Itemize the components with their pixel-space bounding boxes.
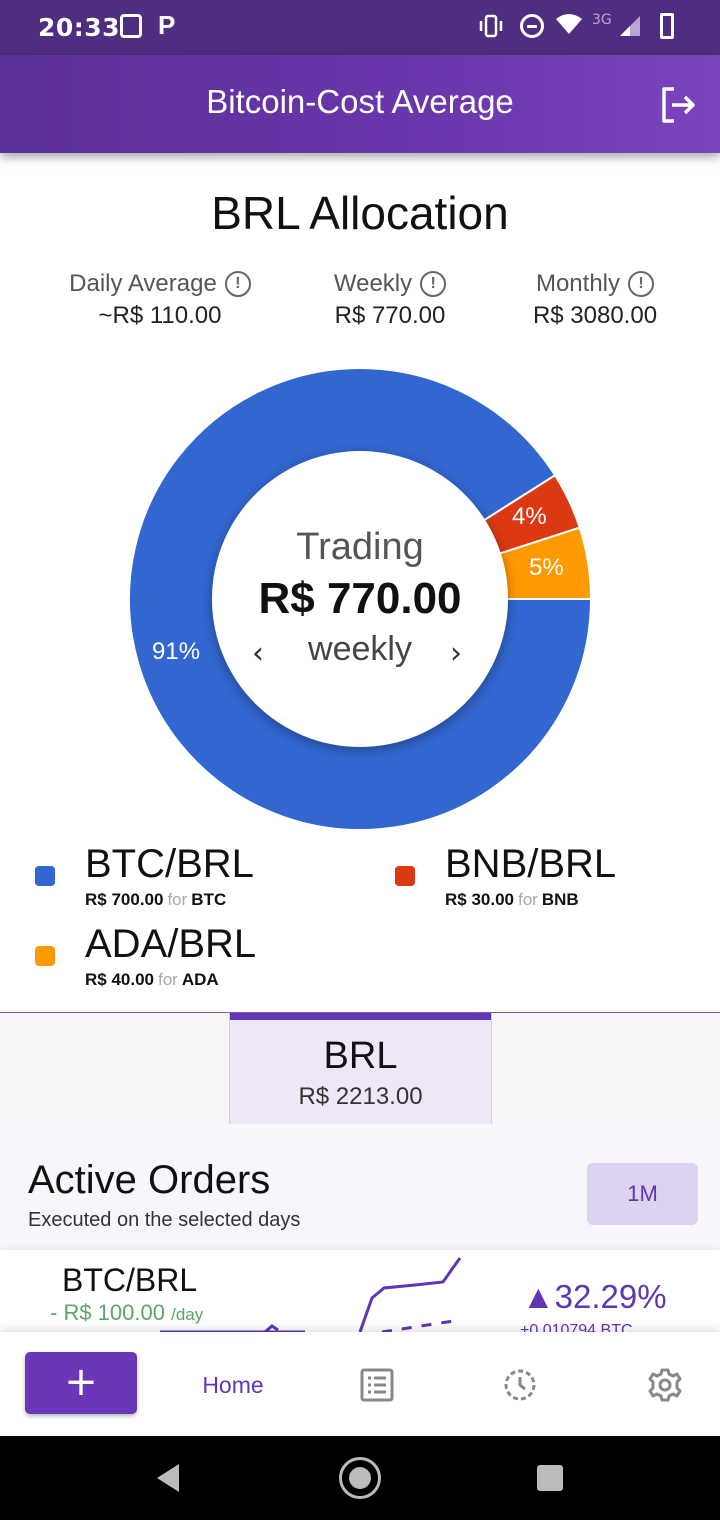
info-icon[interactable]: !	[420, 271, 447, 297]
recent-apps-icon[interactable]	[537, 1465, 563, 1491]
allocation-title: BRL Allocation	[211, 187, 509, 239]
stat-value: R$ 770.00	[334, 302, 446, 329]
range-1m-button[interactable]: 1M	[587, 1163, 698, 1225]
order-pair: BTC/BRL	[62, 1262, 198, 1298]
do-not-disturb-icon	[520, 14, 544, 38]
legend-amount: R$ 700.00 for BTC	[85, 890, 227, 909]
stat-label: Daily Average	[69, 270, 217, 297]
app-title: Bitcoin-Cost Average	[206, 83, 514, 120]
vibrate-icon	[479, 14, 503, 38]
legend-pair: BTC/BRL	[85, 842, 254, 886]
order-btc-amount: +0.010794 BTC	[520, 1322, 633, 1332]
status-time: 20:33	[38, 13, 121, 42]
tab-currency: BRL	[323, 1035, 398, 1077]
history-icon[interactable]	[503, 1368, 537, 1402]
legend-amount: R$ 30.00 for BNB	[445, 890, 579, 909]
tab-brl[interactable]: BRL R$ 2213.00	[229, 1013, 492, 1125]
legend-pair: ADA/BRL	[85, 922, 257, 966]
weekly-stat: Weekly! R$ 770.00	[300, 270, 480, 330]
order-sparkline	[160, 1257, 462, 1332]
back-icon[interactable]	[155, 1462, 181, 1494]
battery-icon	[660, 13, 674, 39]
donut-center-amount: R$ 770.00	[258, 574, 462, 623]
tab-balance: R$ 2213.00	[298, 1083, 423, 1110]
stat-label: Monthly	[535, 270, 621, 297]
chevron-right-icon[interactable]: ›	[450, 636, 462, 671]
stat-value: ~R$ 110.00	[98, 302, 222, 329]
logout-icon[interactable]	[658, 85, 698, 125]
active-orders-title: Active Orders	[28, 1158, 271, 1202]
parking-icon: P	[158, 10, 176, 40]
stat-value: R$ 3080.00	[532, 302, 658, 329]
legend-color-swatch	[35, 946, 55, 966]
info-icon[interactable]: !	[628, 271, 655, 297]
period-label: weekly	[308, 630, 412, 668]
chevron-left-icon[interactable]: ‹	[252, 636, 264, 671]
order-change-percent: ▲32.29%	[522, 1278, 667, 1315]
donut-center	[212, 451, 508, 747]
slice-label-bnb: 4%	[512, 503, 547, 530]
bottom-navigation: + Home	[0, 1332, 720, 1436]
wifi-icon	[556, 14, 582, 34]
gear-icon[interactable]	[648, 1368, 682, 1402]
legend-color-swatch	[35, 866, 55, 886]
stat-label: Weekly	[333, 270, 413, 297]
currency-tabs: BRL R$ 2213.00	[0, 1012, 720, 1125]
list-icon[interactable]	[360, 1368, 394, 1402]
monthly-stat: Monthly! R$ 3080.00	[500, 270, 690, 330]
legend-pair: BNB/BRL	[445, 842, 617, 886]
network-type-label: 3G	[592, 12, 612, 28]
screen-rotate-icon	[120, 14, 142, 38]
active-tab-indicator	[230, 1013, 491, 1020]
slice-label-ada: 5%	[529, 554, 564, 581]
signal-icon	[620, 16, 640, 36]
system-navigation-bar	[0, 1436, 720, 1520]
slice-label-btc: 91%	[152, 638, 201, 665]
active-orders-subtitle: Executed on the selected days	[28, 1209, 301, 1231]
home-icon[interactable]	[339, 1457, 381, 1499]
legend-amount: R$ 40.00 for ADA	[85, 970, 219, 989]
info-icon[interactable]: !	[224, 271, 251, 297]
donut-center-label: Trading	[296, 526, 424, 568]
status-bar: 20:33 P 3G	[0, 0, 720, 55]
order-amount: - R$ 100.00 /day	[50, 1300, 204, 1325]
daily-average-stat: Daily Average! ~R$ 110.00	[40, 270, 280, 330]
nav-home[interactable]: Home	[202, 1372, 264, 1398]
app-bar: Bitcoin-Cost Average	[0, 55, 720, 153]
order-row[interactable]: BTC/BRL - R$ 100.00 /day ▲32.29% +0.0107…	[0, 1250, 720, 1332]
allocation-donut-chart	[128, 367, 592, 831]
legend-color-swatch	[395, 866, 415, 886]
add-order-button[interactable]: +	[25, 1352, 137, 1414]
